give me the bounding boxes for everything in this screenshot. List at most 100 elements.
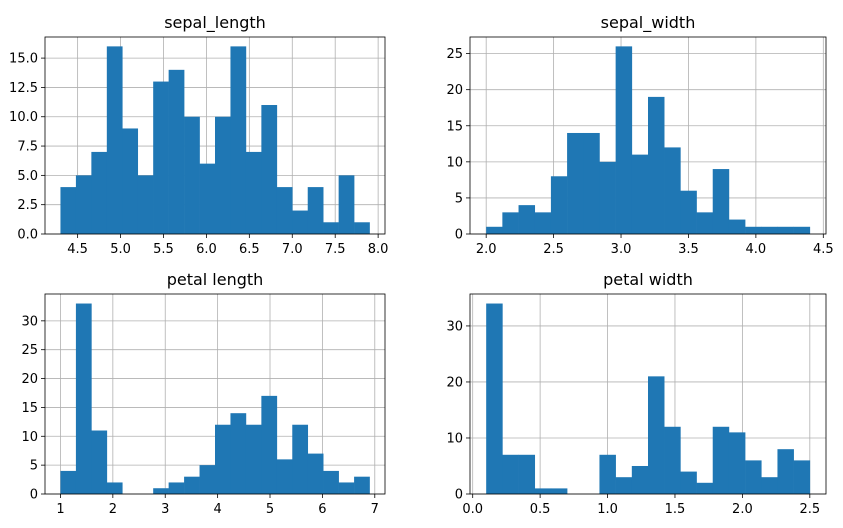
y-tick-label: 25 [21, 343, 38, 358]
y-tick-label: 10.0 [9, 110, 38, 125]
histogram-bar [323, 470, 339, 494]
x-tick-label: 2.5 [543, 242, 564, 257]
y-tick-label: 10 [446, 155, 463, 170]
histogram-bar [122, 128, 139, 234]
histogram-bar [199, 465, 216, 494]
x-tick-label: 1.5 [665, 502, 686, 517]
x-tick-label: 2 [109, 502, 117, 517]
x-tick-label: 0.0 [462, 502, 483, 517]
histogram-bar [728, 219, 746, 234]
y-tick-label: 20 [446, 375, 463, 390]
histogram-bar [153, 488, 169, 494]
y-tick-label: 0 [30, 488, 38, 503]
histogram-bar [599, 454, 616, 494]
histogram-bar [230, 46, 247, 234]
histogram-bar [168, 482, 185, 494]
histogram-bar [184, 116, 200, 234]
y-tick-label: 5 [30, 459, 38, 474]
histogram-bar [680, 190, 697, 234]
x-tick-label: 6.5 [239, 242, 260, 257]
histogram-bar [712, 169, 730, 234]
y-tick-label: 2.5 [17, 198, 38, 213]
x-tick-label: 5 [266, 502, 274, 517]
histogram-bar [550, 488, 568, 494]
x-tick-label: 4 [213, 502, 221, 517]
histogram-bar [793, 460, 811, 494]
histogram-bar [60, 470, 77, 494]
y-tick-label: 15 [446, 119, 463, 134]
y-tick-label: 0 [455, 488, 463, 503]
y-tick-label: 5 [455, 191, 463, 206]
histogram-bar [712, 426, 730, 494]
panel-title-petal-width: petal width [603, 270, 693, 289]
histogram-bar [338, 175, 355, 234]
x-tick-label: 4.5 [67, 242, 88, 257]
histogram-bar [60, 187, 77, 234]
panel-petal-width: petal width 0.0 0.5 1.0 1.5 2.0 2.5 0 10 20 30 [446, 270, 827, 517]
histogram-bar [199, 163, 216, 234]
histogram-bar [307, 453, 324, 494]
panel-title-sepal-width: sepal_width [601, 13, 696, 33]
histogram-bar [91, 430, 108, 494]
x-tick-label: 3 [161, 502, 169, 517]
y-tick-label: 25 [446, 47, 463, 62]
histogram-bar [292, 210, 309, 234]
histogram-bar [184, 476, 200, 494]
histogram-bar [261, 105, 278, 234]
y-tick-label: 15.0 [9, 52, 38, 67]
panel-title-sepal-length: sepal_length [164, 13, 266, 33]
y-tick-label: 12.5 [9, 81, 38, 96]
axes-frame [469, 36, 827, 235]
histogram-bar [777, 226, 794, 234]
histogram-bar [354, 476, 370, 494]
histogram-bar [648, 96, 665, 235]
histogram-bar [728, 432, 746, 494]
histogram-bar [567, 132, 584, 234]
x-tick-label: 2.0 [732, 502, 753, 517]
y-tick-label: 7.5 [17, 140, 38, 155]
axes-frame [44, 293, 386, 495]
histogram-bar [276, 187, 293, 234]
histogram-bar [761, 477, 778, 494]
histogram-bar [745, 460, 762, 494]
histogram-bar [664, 147, 681, 234]
histogram-bar [307, 187, 324, 234]
histogram-bar [261, 395, 278, 494]
histogram-bar [106, 482, 123, 494]
x-tick-label: 6.0 [196, 242, 217, 257]
histogram-bar [323, 222, 339, 234]
histogram-bar [534, 488, 552, 494]
histogram-bar [745, 226, 762, 234]
histogram-bar [534, 212, 552, 234]
histogram-bar [215, 116, 231, 234]
histogram-bar [245, 151, 262, 234]
axes-frame [469, 293, 827, 495]
histogram-bar [648, 376, 665, 494]
histogram-bar [518, 454, 536, 494]
x-tick-label: 4.0 [746, 242, 767, 257]
histogram-bar [75, 175, 92, 234]
y-tick-label: 30 [21, 314, 38, 329]
histogram-bar [230, 413, 247, 494]
histogram-bar [354, 222, 370, 234]
histogram-bar [502, 212, 519, 234]
y-tick-label: 30 [446, 319, 463, 334]
x-tick-label: 5.0 [110, 242, 131, 257]
histogram-bar [664, 426, 681, 494]
histogram-bar [486, 303, 503, 494]
histogram-bar [615, 46, 633, 234]
x-tick-label: 6 [318, 502, 326, 517]
histogram-bar [680, 471, 697, 494]
x-tick-label: 1.0 [597, 502, 618, 517]
y-tick-label: 5.0 [17, 169, 38, 184]
histogram-bar [793, 226, 811, 234]
histogram-bar [631, 154, 649, 234]
histogram-bar [75, 303, 92, 494]
histogram-bar [106, 46, 123, 234]
histogram-bar [276, 459, 293, 494]
histogram-bar [696, 212, 714, 234]
y-tick-label: 20 [21, 372, 38, 387]
x-tick-label: 7.5 [325, 242, 346, 257]
x-tick-label: 3.0 [611, 242, 632, 257]
